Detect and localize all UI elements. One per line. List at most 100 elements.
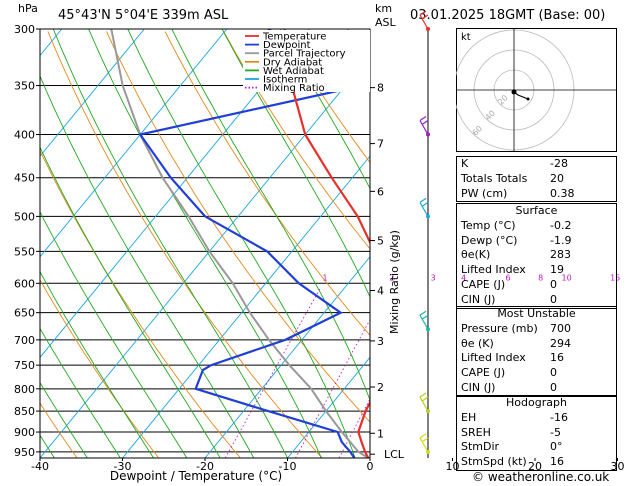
wet-adiabat-line bbox=[279, 29, 370, 190]
hodograph-index-label: SREH bbox=[461, 425, 491, 439]
pressure-tick-label: 550 bbox=[14, 245, 35, 258]
pressure-tick-label: 600 bbox=[14, 277, 35, 290]
wet-adiabat-line bbox=[626, 29, 629, 458]
surface-index-row: CIN (J) 0 bbox=[457, 293, 616, 308]
altitude-tick-label: LCL bbox=[384, 448, 405, 461]
temperature-tick-label: -10 bbox=[279, 460, 297, 473]
most-unstable-index-title: Most Unstable bbox=[497, 307, 576, 320]
surface-index-value: -1.9 bbox=[550, 233, 572, 247]
indices-hodograph-box: Hodograph EH -16 SREH -5 StmDir 0° StmSpd (kt) 1… bbox=[456, 395, 617, 471]
surface-index-title: Surface bbox=[515, 204, 558, 217]
most-unstable-index-value: 16 bbox=[550, 351, 564, 365]
wet-adiabat-line bbox=[40, 210, 187, 458]
most-unstable-index-row: Lifted Index 16 bbox=[457, 351, 616, 366]
temperature-tick-label: 0 bbox=[367, 460, 374, 473]
isotherm-line bbox=[204, 256, 370, 458]
most-unstable-index-label: θe (K) bbox=[461, 336, 494, 350]
altitude-tick-label: 2 bbox=[377, 381, 384, 394]
wind-barb bbox=[419, 197, 430, 219]
surface-index-value: -0.2 bbox=[550, 218, 572, 232]
isotherm-line bbox=[40, 29, 310, 359]
location-title: 45°43'N 5°04'E 339m ASL bbox=[58, 8, 229, 23]
altitude-unit-top: km bbox=[375, 2, 393, 15]
indices-general-box: K -28 Totals Totals 20 PW (cm) 0.38 bbox=[456, 156, 617, 203]
legend-box bbox=[243, 30, 370, 92]
dry-adiabat-line bbox=[40, 149, 241, 458]
pressure-unit-label: hPa bbox=[18, 2, 38, 15]
dewpoint-line bbox=[138, 29, 365, 458]
most-unstable-index-value: 0 bbox=[550, 380, 557, 394]
surface-index-value: 283 bbox=[550, 248, 571, 262]
mixing-ratio-label: 2 bbox=[389, 273, 394, 282]
altitude-unit-bottom: ASL bbox=[375, 16, 396, 29]
wet-adiabat-line bbox=[40, 271, 154, 458]
isotherm-line bbox=[287, 356, 370, 458]
most-unstable-index-value: 0 bbox=[550, 366, 557, 380]
pressure-tick-label: 900 bbox=[14, 426, 35, 439]
legend-label: Isotherm bbox=[263, 75, 307, 86]
x-axis-label: Dewpoint / Temperature (°C) bbox=[110, 469, 282, 483]
temperature-tick-label: 20 bbox=[528, 460, 542, 473]
hodograph-storm-dot bbox=[511, 89, 517, 95]
surface-index-value: 0 bbox=[550, 277, 557, 291]
hodograph-end-dot bbox=[526, 97, 530, 101]
hodograph-index-value: 0° bbox=[550, 440, 563, 454]
mixing-ratio-label: 8 bbox=[538, 273, 543, 282]
pressure-tick-label: 300 bbox=[14, 23, 35, 36]
wind-barb bbox=[419, 392, 430, 414]
hodograph-index-label: EH bbox=[461, 410, 477, 424]
wet-adiabat-line bbox=[40, 327, 121, 458]
wind-barb bbox=[419, 10, 430, 31]
most-unstable-index-row: CAPE (J) 0 bbox=[457, 366, 616, 381]
pressure-tick-label: 750 bbox=[14, 359, 35, 372]
wet-adiabat-line bbox=[40, 74, 254, 458]
surface-index-label: Temp (°C) bbox=[461, 218, 516, 232]
general-index-row: K -28 bbox=[457, 157, 616, 172]
y-axis-label-mixing-ratio: Mixing Ratio (g/kg) bbox=[388, 230, 401, 334]
datetime-title: 03.01.2025 18GMT (Base: 00) bbox=[410, 8, 606, 23]
wind-barb bbox=[419, 433, 430, 454]
general-index-value: 0.38 bbox=[550, 186, 575, 200]
surface-index-label: Dewp (°C) bbox=[461, 233, 518, 247]
altitude-tick-label: 1 bbox=[377, 427, 384, 440]
surface-index-label: θe(K) bbox=[461, 248, 491, 262]
dry-adiabat-line bbox=[223, 31, 370, 250]
most-unstable-index-value: 294 bbox=[550, 336, 571, 350]
altitude-tick-label: 5 bbox=[377, 235, 384, 248]
altitude-tick-label: 4 bbox=[377, 285, 384, 298]
surface-index-row: CAPE (J) 0 bbox=[457, 278, 616, 293]
hodograph-index-row: EH -16 bbox=[457, 411, 616, 426]
hodograph-index-value: 16 bbox=[550, 455, 564, 469]
hodograph-index-title: Hodograph bbox=[506, 396, 567, 409]
mixing-ratio-label: 1 bbox=[323, 273, 328, 282]
legend-label: Parcel Trajectory bbox=[263, 49, 346, 60]
most-unstable-index-label: Lifted Index bbox=[461, 351, 526, 365]
pressure-tick-label: 650 bbox=[14, 307, 35, 320]
dry-adiabat-line bbox=[281, 31, 370, 164]
general-index-label: Totals Totals bbox=[461, 171, 528, 185]
legend-label: Wet Adiabat bbox=[263, 66, 324, 77]
indices-most-unstable-box: Most Unstable Pressure (mb) 700 θe (K) 294 Li… bbox=[456, 306, 617, 397]
surface-index-value: 19 bbox=[550, 263, 564, 277]
hodograph-index-row: SREH -5 bbox=[457, 426, 616, 441]
surface-index-row: θe(K) 283 bbox=[457, 248, 616, 263]
most-unstable-index-label: CIN (J) bbox=[461, 380, 496, 394]
mixing-ratio-label: 4 bbox=[461, 273, 466, 282]
isotherm-line bbox=[40, 29, 228, 258]
legend-label: Dry Adiabat bbox=[263, 57, 322, 68]
dry-adiabat-line bbox=[164, 31, 370, 336]
temperature-line bbox=[283, 29, 370, 458]
mixing-ratio-line bbox=[371, 287, 460, 458]
isotherm-line bbox=[40, 29, 145, 157]
altitude-tick-label: 6 bbox=[377, 185, 384, 198]
pressure-tick-label: 400 bbox=[14, 129, 35, 142]
most-unstable-index-label: Pressure (mb) bbox=[461, 321, 538, 335]
surface-index-value: 0 bbox=[550, 292, 557, 306]
hodograph-index-label: StmSpd (kt) bbox=[461, 455, 527, 469]
wet-adiabat-line bbox=[40, 146, 221, 458]
hodograph-index-row: StmSpd (kt) 16 bbox=[457, 455, 616, 470]
surface-index-row: Dewp (°C) -1.9 bbox=[457, 234, 616, 249]
dry-adiabat-line bbox=[40, 402, 78, 458]
